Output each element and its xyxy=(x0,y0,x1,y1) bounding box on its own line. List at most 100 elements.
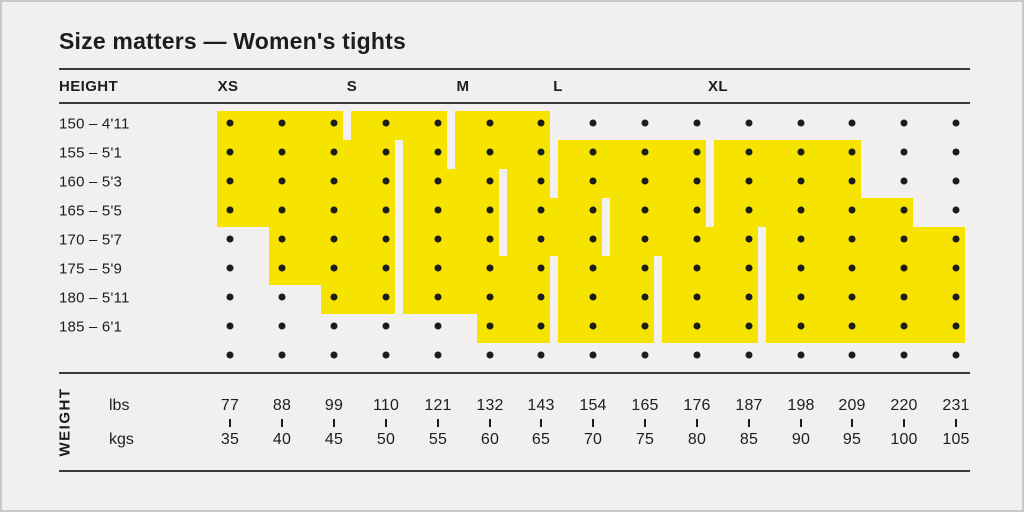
band-xs-row2 xyxy=(217,140,395,169)
grid-dot xyxy=(848,119,856,127)
grid-dot xyxy=(797,322,805,330)
grid-dot xyxy=(278,351,286,359)
grid-dot xyxy=(278,293,286,301)
grid-dot xyxy=(382,206,390,214)
rule-bottom xyxy=(59,470,970,472)
grid-dot xyxy=(693,264,701,272)
grid-dot xyxy=(486,206,494,214)
weight-tick xyxy=(333,419,335,427)
band-m-row7 xyxy=(558,285,654,314)
grid-dot xyxy=(952,293,960,301)
grid-dot xyxy=(486,177,494,185)
band-l-row4 xyxy=(610,198,706,227)
grid-dot xyxy=(900,293,908,301)
grid-dot xyxy=(226,206,234,214)
weight-kgs-value: 55 xyxy=(428,431,448,448)
grid-dot xyxy=(486,235,494,243)
grid-dot xyxy=(745,264,753,272)
height-label: 175 – 5'9 xyxy=(59,260,123,278)
weight-lbs-value: 165 xyxy=(631,397,659,414)
grid-dot xyxy=(797,177,805,185)
grid-dot xyxy=(848,148,856,156)
grid-dot xyxy=(434,322,442,330)
weight-kgs-value: 75 xyxy=(635,431,655,448)
grid-dot xyxy=(278,119,286,127)
grid-dot xyxy=(226,264,234,272)
weight-tick xyxy=(281,419,283,427)
grid-dot xyxy=(900,351,908,359)
grid-dot xyxy=(952,351,960,359)
weight-kgs-value: 60 xyxy=(480,431,500,448)
grid-dot xyxy=(434,293,442,301)
size-header-l: L xyxy=(553,78,563,95)
grid-dot xyxy=(226,119,234,127)
height-label: 155 – 5'1 xyxy=(59,144,123,162)
grid-dot xyxy=(330,206,338,214)
band-m-row6 xyxy=(558,256,654,285)
grid-dot xyxy=(589,293,597,301)
grid-dot xyxy=(226,177,234,185)
weight-tick xyxy=(385,419,387,427)
grid-dot xyxy=(952,235,960,243)
grid-dot xyxy=(278,235,286,243)
weight-tick xyxy=(955,419,957,427)
grid-dot xyxy=(537,322,545,330)
grid-dot xyxy=(537,264,545,272)
grid-dot xyxy=(434,177,442,185)
band-s-row3 xyxy=(403,169,499,198)
weight-kgs-value: 85 xyxy=(739,431,759,448)
grid-dot xyxy=(330,148,338,156)
height-label: 180 – 5'11 xyxy=(59,289,130,307)
grid-dot xyxy=(278,177,286,185)
grid-dot xyxy=(693,119,701,127)
grid-dot xyxy=(382,322,390,330)
weight-kgs-value: 65 xyxy=(531,431,551,448)
grid-dot xyxy=(848,206,856,214)
grid-dot xyxy=(330,235,338,243)
grid-dot xyxy=(900,148,908,156)
grid-dot xyxy=(745,293,753,301)
grid-dot xyxy=(486,119,494,127)
band-m-row2 xyxy=(455,140,550,169)
grid-dot xyxy=(330,264,338,272)
grid-dot xyxy=(330,119,338,127)
band-xs-row4 xyxy=(217,198,395,227)
rule-above-weights xyxy=(59,372,970,374)
weight-tick xyxy=(851,419,853,427)
grid-dot xyxy=(745,235,753,243)
grid-dot xyxy=(641,177,649,185)
grid-dot xyxy=(330,293,338,301)
grid-dot xyxy=(848,351,856,359)
band-xl-row8 xyxy=(766,314,965,343)
height-label: 170 – 5'7 xyxy=(59,231,123,249)
grid-dot xyxy=(486,148,494,156)
weight-lbs-value: 99 xyxy=(324,397,344,414)
weight-kgs-value: 45 xyxy=(324,431,344,448)
weight-lbs-value: 209 xyxy=(838,397,866,414)
grid-dot xyxy=(952,322,960,330)
band-l-row6 xyxy=(662,256,758,285)
band-xl-row5 xyxy=(766,227,965,256)
band-l-row5 xyxy=(610,227,758,256)
weight-lbs-value: 110 xyxy=(372,397,400,414)
lbs-row-label: lbs xyxy=(109,397,130,414)
band-s-row6 xyxy=(403,256,550,285)
weight-lbs-value: 132 xyxy=(476,397,504,414)
grid-dot xyxy=(900,322,908,330)
weight-tick xyxy=(800,419,802,427)
grid-dot xyxy=(382,293,390,301)
height-label: 150 – 4'11 xyxy=(59,115,130,133)
band-xl-row4 xyxy=(714,198,913,227)
grid-dot xyxy=(693,235,701,243)
size-header-xl: XL xyxy=(708,78,728,95)
grid-dot xyxy=(434,119,442,127)
grid-dot xyxy=(848,264,856,272)
grid-dot xyxy=(330,322,338,330)
grid-dot xyxy=(589,177,597,185)
grid-dot xyxy=(900,119,908,127)
weight-kgs-value: 50 xyxy=(376,431,396,448)
band-s-row4 xyxy=(403,198,499,227)
grid-dot xyxy=(589,148,597,156)
grid-dot xyxy=(693,177,701,185)
band-l-row2 xyxy=(558,140,706,169)
